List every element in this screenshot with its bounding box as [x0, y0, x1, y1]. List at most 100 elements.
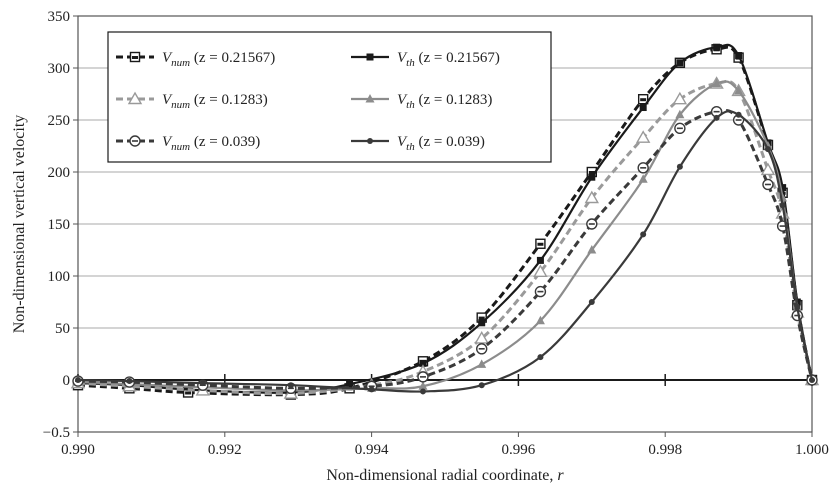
legend-item-num-2: Vnum (z = 0.039): [116, 134, 260, 153]
x-tick-label: 0.996: [502, 442, 536, 458]
legend-label: Vth (z = 0.21567): [397, 50, 500, 69]
data-point: [635, 130, 651, 143]
marker-bar: [588, 171, 595, 174]
data-point: [735, 52, 743, 60]
data-point: [638, 174, 648, 183]
x-axis-title-variable: r: [557, 467, 564, 484]
marker-shape: [639, 104, 647, 112]
marker-bar: [132, 56, 138, 59]
marker-shape: [675, 109, 685, 119]
x-tick-label: 0.990: [61, 442, 95, 458]
legend-label: Vth (z = 0.039): [397, 134, 485, 153]
data-point: [126, 378, 133, 385]
marker-shape: [760, 162, 776, 176]
data-point: [199, 380, 206, 387]
x-tick-label: 0.998: [648, 442, 682, 458]
y-tick-label: 50: [55, 321, 70, 337]
y-tick-label: 0: [63, 373, 71, 389]
marker-shape: [365, 94, 375, 103]
legend-label-var: V: [162, 92, 173, 108]
legend-box: [107, 31, 552, 163]
legend-label-sub: num: [171, 57, 190, 69]
marker-shape: [779, 202, 786, 209]
y-tick-label: 300: [48, 61, 71, 77]
legend-label-var: V: [397, 50, 408, 66]
legend-item-num-0: Vnum (z = 0.21567): [116, 50, 275, 69]
data-point: [419, 388, 426, 395]
marker-shape: [419, 388, 426, 395]
data-point: [588, 173, 596, 181]
y-tick-label: 150: [48, 217, 71, 233]
data-point: [182, 387, 194, 398]
marker-bar: [185, 391, 192, 395]
marker-shape: [419, 359, 427, 367]
data-point: [779, 184, 787, 192]
data-point: [713, 114, 720, 121]
marker-shape: [126, 378, 133, 385]
legend-label-var: V: [162, 50, 173, 66]
legend-label: Vnum (z = 0.21567): [162, 50, 275, 69]
data-point: [712, 78, 722, 88]
data-point: [637, 93, 649, 105]
y-tick-label: 250: [48, 113, 71, 129]
data-point: [637, 162, 649, 174]
marker-shape: [735, 52, 743, 60]
series-line: [77, 109, 814, 390]
legend-label-rest: (z = 0.1283): [415, 92, 493, 108]
marker-shape: [537, 354, 544, 361]
legend-label-sub: num: [171, 99, 190, 111]
legend-label-rest: (z = 0.21567): [190, 50, 275, 66]
marker-shape: [635, 130, 651, 143]
data-point: [764, 146, 771, 153]
data-point: [676, 59, 684, 67]
data-point: [588, 299, 595, 305]
legend-item-num-1: Vnum (z = 0.1283): [116, 91, 268, 111]
marker-shape: [477, 359, 487, 368]
data-point: [478, 382, 485, 389]
data-point: [368, 386, 375, 393]
marker-shape: [676, 59, 684, 67]
x-axis-title: Non-dimensional radial coordinate, r: [326, 467, 564, 484]
series-th-5: [75, 110, 815, 395]
legend-label-sub: th: [406, 57, 415, 69]
data-point: [419, 359, 427, 367]
y-tick-label: 100: [48, 269, 71, 285]
data-point: [760, 162, 776, 176]
legend-label: Vnum (z = 0.1283): [162, 92, 268, 111]
data-point: [639, 104, 647, 112]
marker-shape: [346, 380, 354, 388]
marker-shape: [713, 43, 721, 51]
data-point: [794, 304, 801, 311]
legend-swatch-marker: [129, 135, 141, 147]
marker-shape: [368, 386, 375, 393]
marker-shape: [587, 245, 597, 254]
data-point: [713, 43, 721, 51]
data-point: [534, 285, 547, 298]
data-point: [762, 178, 774, 191]
legend-label: Vnum (z = 0.039): [162, 134, 260, 153]
marker-shape: [809, 377, 815, 383]
data-point: [640, 231, 647, 238]
marker-shape: [474, 330, 489, 344]
marker-shape: [535, 315, 545, 325]
marker-shape: [712, 78, 722, 88]
marker-shape: [734, 85, 744, 95]
x-tick-label: 0.992: [208, 442, 242, 458]
data-point: [478, 319, 486, 327]
legend-label-sub: num: [171, 141, 190, 153]
marker-shape: [735, 111, 742, 118]
data-point: [346, 380, 354, 388]
legend-item-th-2: Vth (z = 0.039): [351, 134, 485, 153]
legend-swatch-marker: [366, 53, 374, 61]
marker-shape: [676, 163, 683, 170]
legend-swatch-marker: [367, 138, 373, 144]
marker-shape: [478, 382, 485, 389]
legend-swatch-marker: [129, 51, 141, 63]
data-point: [417, 371, 429, 383]
series-line: [77, 79, 814, 396]
legend-label-rest: (z = 0.039): [415, 134, 485, 150]
marker-shape: [533, 264, 548, 278]
legend-label-var: V: [162, 134, 173, 150]
